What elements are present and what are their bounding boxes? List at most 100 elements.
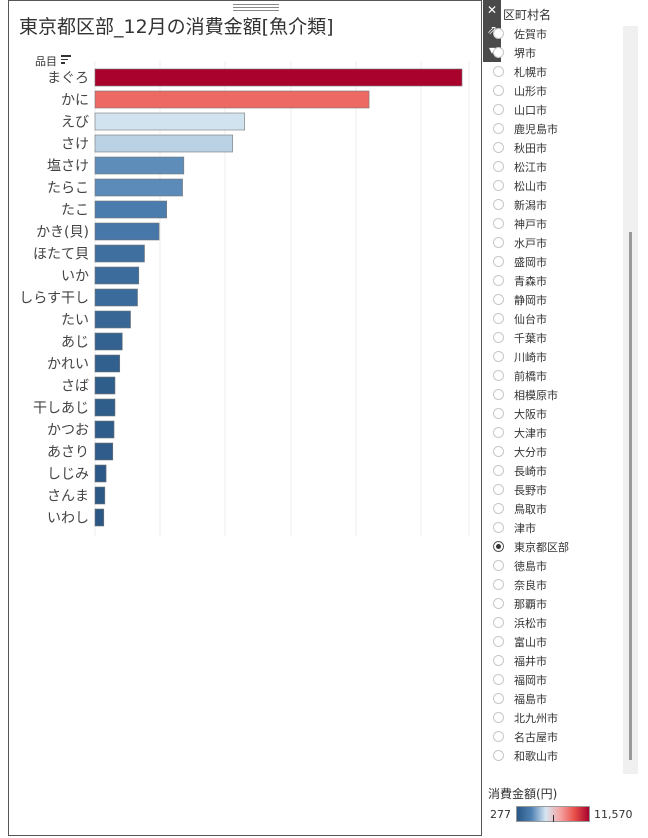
radio-button[interactable]	[493, 294, 504, 305]
radio-button[interactable]	[493, 693, 504, 704]
filter-item[interactable]: 川崎市	[487, 348, 627, 367]
bar[interactable]	[94, 508, 105, 527]
bar[interactable]	[94, 156, 185, 175]
radio-button[interactable]	[493, 465, 504, 476]
radio-button[interactable]	[493, 446, 504, 457]
filter-item[interactable]: 東京都区部	[487, 538, 627, 557]
filter-item[interactable]: 水戸市	[487, 234, 627, 253]
radio-button[interactable]	[493, 579, 504, 590]
radio-button[interactable]	[493, 655, 504, 666]
radio-button[interactable]	[493, 750, 504, 761]
bar[interactable]	[94, 464, 107, 483]
bar[interactable]	[94, 112, 246, 131]
radio-button[interactable]	[493, 218, 504, 229]
filter-item[interactable]: 津市	[487, 519, 627, 538]
bar[interactable]	[94, 134, 233, 153]
bar[interactable]	[94, 222, 160, 241]
radio-button[interactable]	[493, 47, 504, 58]
bar[interactable]	[94, 68, 463, 87]
filter-item[interactable]: 神戸市	[487, 215, 627, 234]
radio-button[interactable]	[493, 484, 504, 495]
radio-button[interactable]	[493, 541, 504, 552]
radio-button[interactable]	[493, 275, 504, 286]
radio-button[interactable]	[493, 256, 504, 267]
bar[interactable]	[94, 244, 145, 263]
radio-button[interactable]	[493, 104, 504, 115]
radio-button[interactable]	[493, 560, 504, 571]
filter-item[interactable]: 徳島市	[487, 557, 627, 576]
bar[interactable]	[94, 398, 116, 417]
scrollbar-thumb[interactable]	[629, 232, 632, 760]
bar[interactable]	[94, 442, 114, 461]
filter-item[interactable]: 富山市	[487, 633, 627, 652]
filter-item[interactable]: 堺市	[487, 44, 627, 63]
radio-button[interactable]	[493, 389, 504, 400]
radio-button[interactable]	[493, 731, 504, 742]
radio-button[interactable]	[493, 427, 504, 438]
close-icon[interactable]: ✕	[486, 3, 498, 17]
bar[interactable]	[94, 178, 183, 197]
radio-button[interactable]	[493, 712, 504, 723]
radio-button[interactable]	[493, 123, 504, 134]
radio-button[interactable]	[493, 332, 504, 343]
filter-item[interactable]: 浜松市	[487, 614, 627, 633]
bar[interactable]	[94, 90, 370, 109]
radio-button[interactable]	[493, 370, 504, 381]
filter-item[interactable]: 長野市	[487, 481, 627, 500]
filter-item[interactable]: 福島市	[487, 690, 627, 709]
bar[interactable]	[94, 288, 138, 307]
radio-button[interactable]	[493, 85, 504, 96]
filter-item[interactable]: 札幌市	[487, 63, 627, 82]
radio-button[interactable]	[493, 522, 504, 533]
filter-item[interactable]: 秋田市	[487, 139, 627, 158]
filter-item[interactable]: 山口市	[487, 101, 627, 120]
filter-item[interactable]: 松山市	[487, 177, 627, 196]
filter-item[interactable]: 山形市	[487, 82, 627, 101]
filter-item[interactable]: 盛岡市	[487, 253, 627, 272]
radio-button[interactable]	[493, 180, 504, 191]
radio-button[interactable]	[493, 237, 504, 248]
filter-item[interactable]: 名古屋市	[487, 728, 627, 747]
popout-icon[interactable]: ⇗	[486, 23, 498, 37]
filter-item[interactable]: 前橋市	[487, 367, 627, 386]
bar[interactable]	[94, 266, 140, 285]
filter-item[interactable]: 佐賀市	[487, 25, 627, 44]
bar[interactable]	[94, 376, 116, 395]
bar[interactable]	[94, 332, 123, 351]
radio-button[interactable]	[493, 161, 504, 172]
sort-icon[interactable]	[61, 55, 71, 64]
radio-button[interactable]	[493, 351, 504, 362]
bar[interactable]	[94, 354, 121, 373]
filter-item[interactable]: 仙台市	[487, 310, 627, 329]
row-field-header[interactable]: 品目	[35, 55, 57, 68]
radio-button[interactable]	[493, 199, 504, 210]
radio-button[interactable]	[493, 408, 504, 419]
radio-button[interactable]	[493, 617, 504, 628]
filter-item[interactable]: 長崎市	[487, 462, 627, 481]
radio-button[interactable]	[493, 674, 504, 685]
bar[interactable]	[94, 420, 115, 439]
filter-item[interactable]: 北九州市	[487, 709, 627, 728]
radio-button[interactable]	[493, 142, 504, 153]
filter-item[interactable]: 青森市	[487, 272, 627, 291]
filter-item[interactable]: 奈良市	[487, 576, 627, 595]
radio-button[interactable]	[493, 636, 504, 647]
bar[interactable]	[94, 486, 106, 505]
bar[interactable]	[94, 310, 131, 329]
filter-item[interactable]: 鳥取市	[487, 500, 627, 519]
drag-handle[interactable]	[233, 2, 279, 12]
filter-item[interactable]: 鹿児島市	[487, 120, 627, 139]
filter-item[interactable]: 相模原市	[487, 386, 627, 405]
filter-item[interactable]: 大阪市	[487, 405, 627, 424]
bar[interactable]	[94, 200, 167, 219]
filter-item[interactable]: 静岡市	[487, 291, 627, 310]
menu-dropdown-icon[interactable]: ▾	[488, 43, 496, 57]
filter-item[interactable]: 和歌山市	[487, 747, 627, 766]
filter-item[interactable]: 新潟市	[487, 196, 627, 215]
radio-button[interactable]	[493, 66, 504, 77]
filter-item[interactable]: 那覇市	[487, 595, 627, 614]
filter-item[interactable]: 福井市	[487, 652, 627, 671]
radio-button[interactable]	[493, 28, 504, 39]
filter-item[interactable]: 松江市	[487, 158, 627, 177]
filter-item[interactable]: 千葉市	[487, 329, 627, 348]
